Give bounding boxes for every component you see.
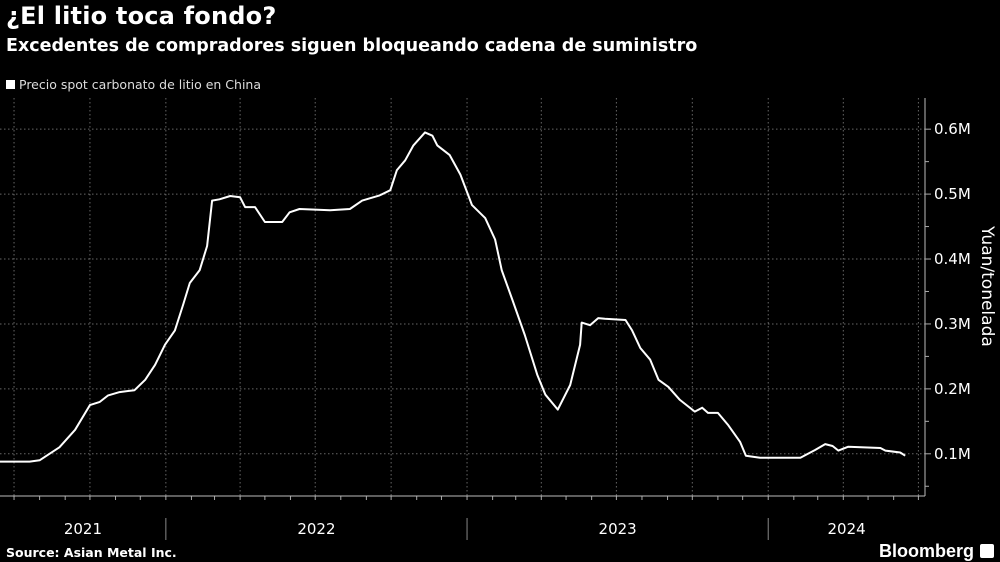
series-line — [0, 131, 906, 463]
y-tick-label: 0.3M — [934, 315, 971, 333]
y-tick-label: 0.1M — [934, 445, 971, 463]
y-tick-label: 0.4M — [934, 250, 971, 268]
x-axis-labels: 2021 2022 2023 2024 — [64, 520, 866, 538]
source-note: Source: Asian Metal Inc. — [6, 545, 177, 560]
x-year-label: 2024 — [828, 520, 866, 538]
bloomberg-logo: Bloomberg — [878, 541, 974, 561]
y-tick-label: 0.2M — [934, 380, 971, 398]
y-tick-label: 0.5M — [934, 185, 971, 203]
x-year-label: 2021 — [64, 520, 102, 538]
chart-title: ¿El litio toca fondo? — [6, 2, 277, 30]
chart-subtitle: Excedentes de compradores siguen bloquea… — [6, 36, 698, 56]
grid — [0, 98, 925, 496]
y-tick-label: 0.6M — [934, 120, 971, 138]
y-axis-ticks: 0.1M 0.2M 0.3M 0.4M 0.5M 0.6M — [925, 120, 971, 487]
legend-swatch — [6, 80, 15, 89]
legend: Precio spot carbonato de litio en China — [6, 77, 261, 92]
bloomberg-chart-icon — [980, 544, 994, 558]
x-year-label: 2023 — [599, 520, 637, 538]
legend-label: Precio spot carbonato de litio en China — [19, 77, 261, 92]
y-axis-title: Yuan/tonelada — [977, 225, 997, 347]
x-year-label: 2022 — [297, 520, 335, 538]
axes — [0, 98, 926, 540]
